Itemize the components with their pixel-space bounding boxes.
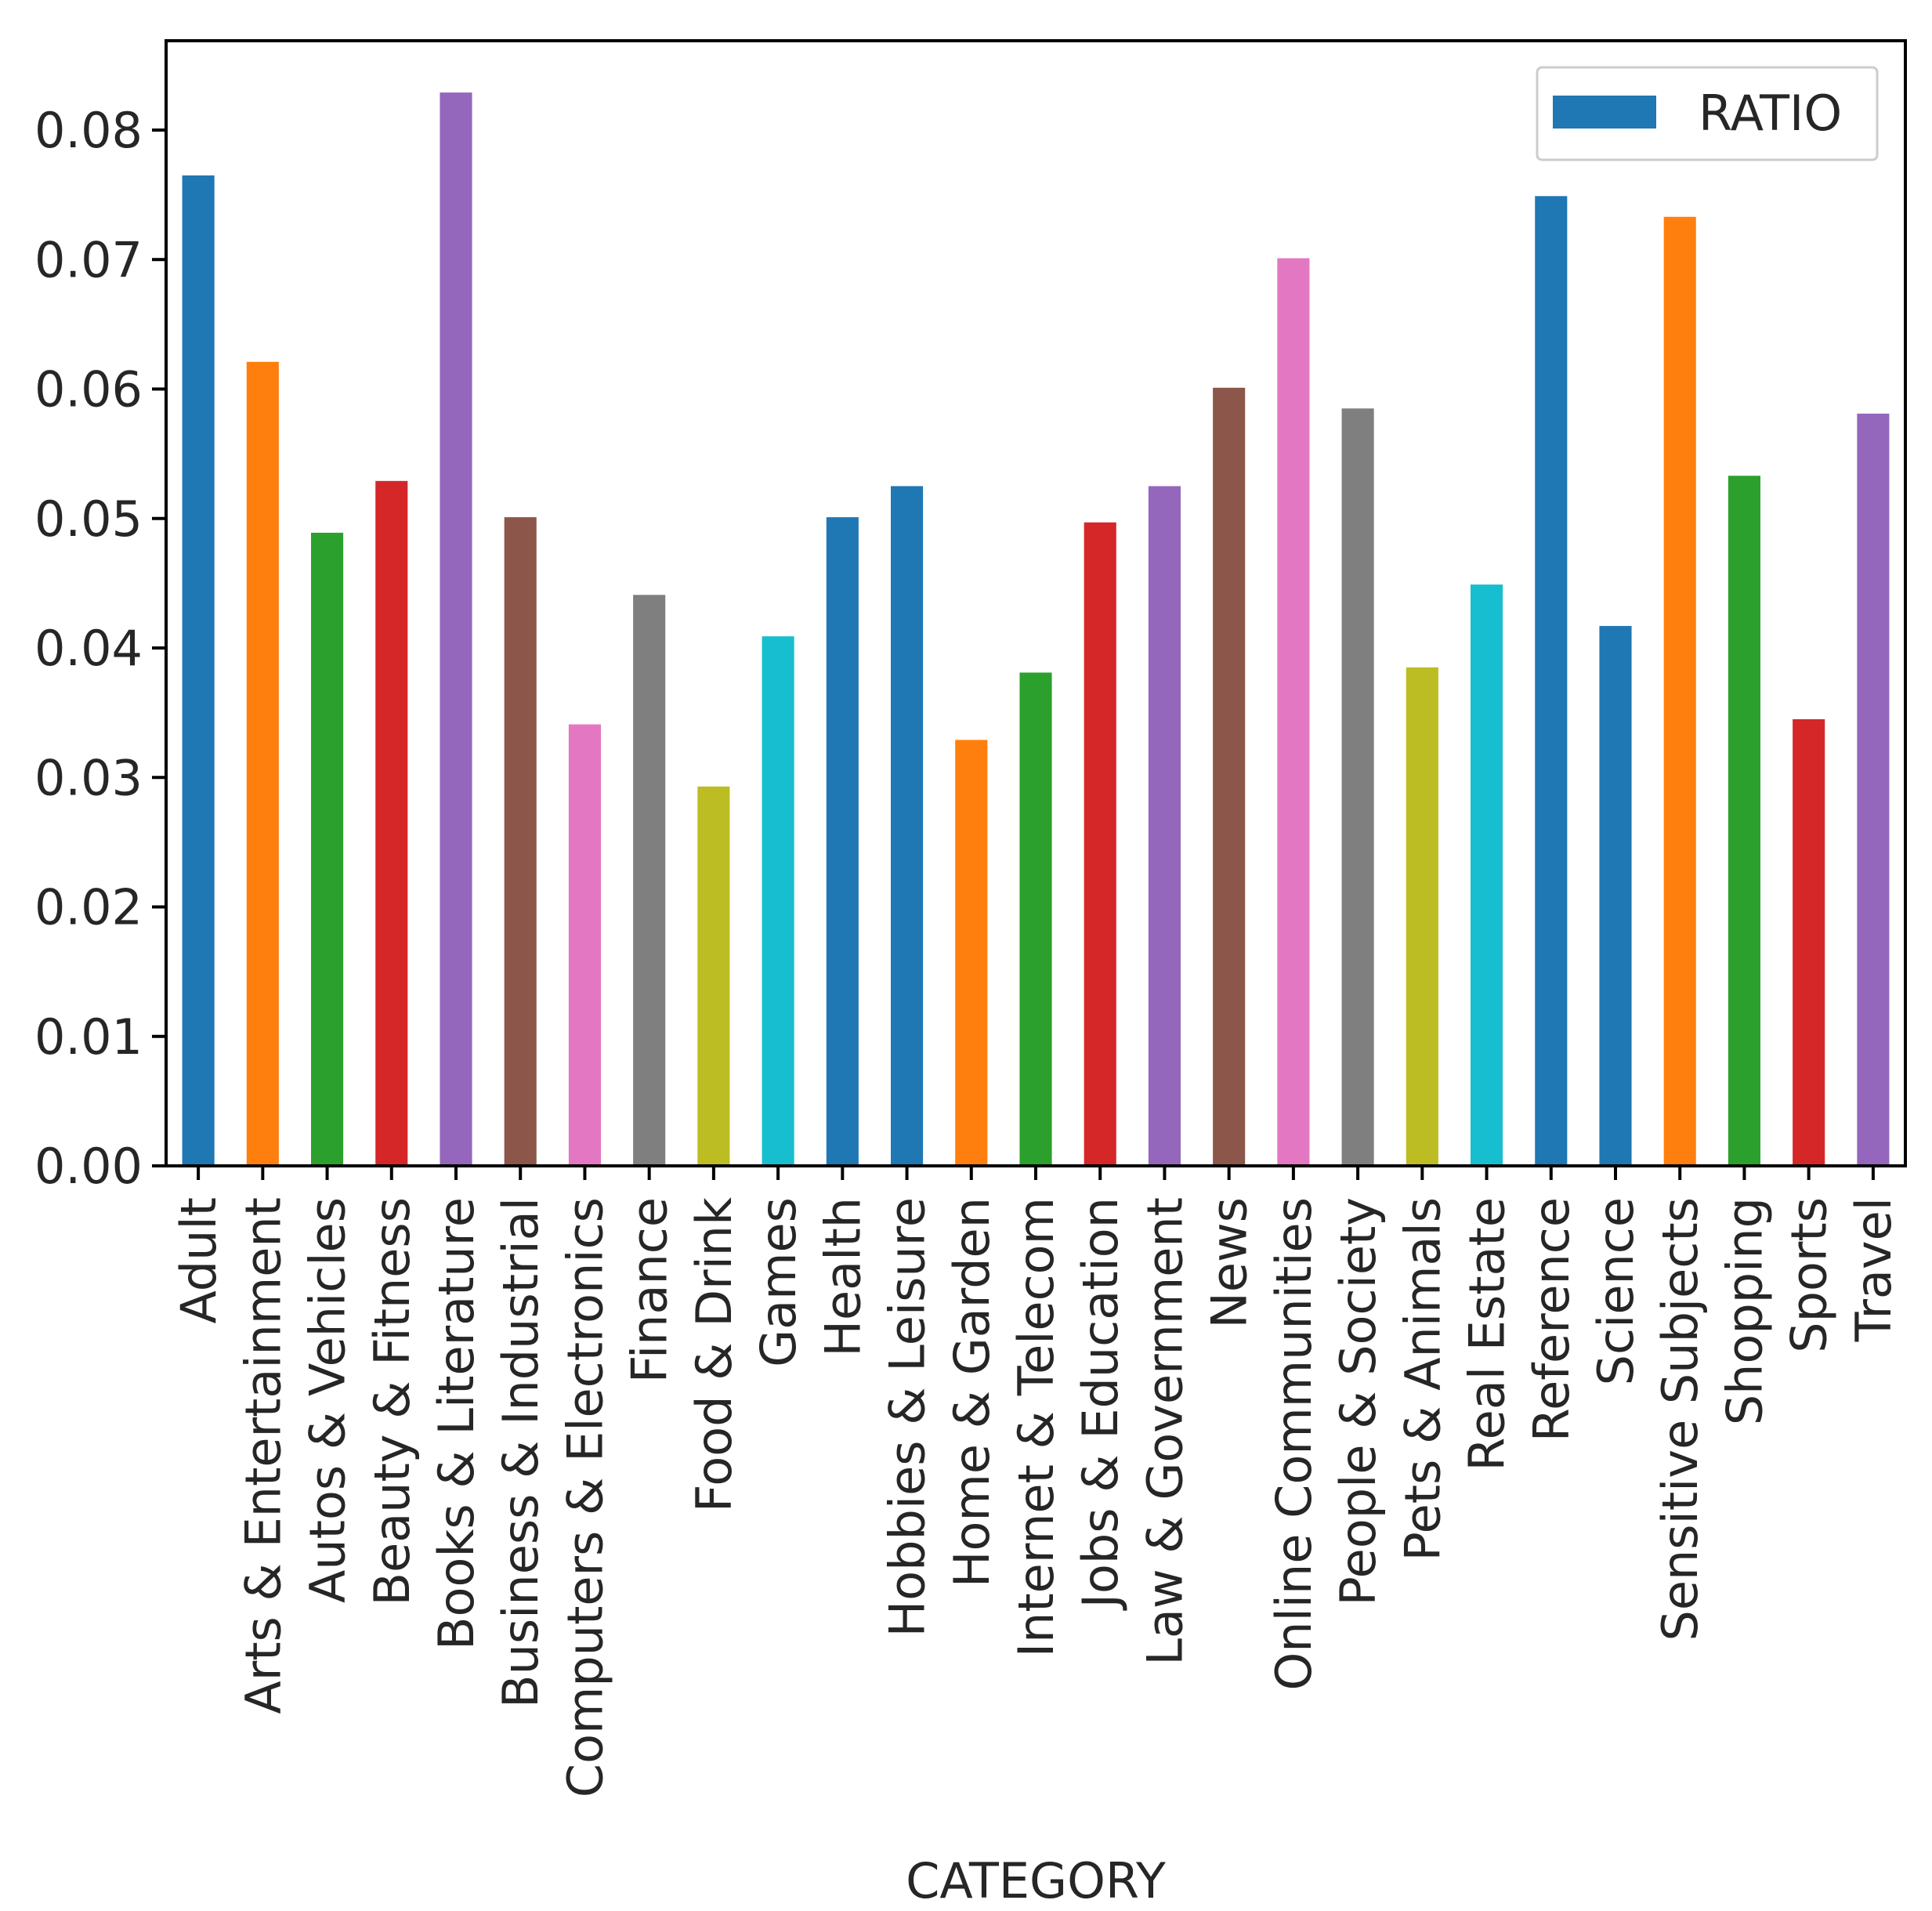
- bar-pets-animals: [1406, 667, 1438, 1166]
- legend: RATIO: [1536, 66, 1879, 161]
- legend-swatch: [1553, 96, 1656, 128]
- x-axis-label: CATEGORY: [906, 1852, 1166, 1909]
- bar-health: [826, 517, 859, 1166]
- y-tick-label: 0.03: [34, 749, 143, 806]
- y-axis: 0.00 0.01 0.02 0.03 0.04 0.05 0.06 0.07 0.08: [34, 102, 166, 1195]
- x-tick-label: Games: [750, 1197, 807, 1367]
- bar-jobs-education: [1084, 522, 1116, 1166]
- x-tick-label: Adult: [170, 1197, 227, 1324]
- y-tick-label: 0.05: [34, 490, 143, 548]
- x-tick-label: Food & Drink: [686, 1197, 743, 1512]
- y-tick-label: 0.07: [34, 231, 143, 288]
- bar-real-estate: [1471, 585, 1503, 1166]
- x-tick-label: Travel: [1845, 1197, 1902, 1342]
- x-tick-label: Internet & Telecom: [1008, 1197, 1065, 1657]
- legend-box: [1536, 66, 1879, 161]
- x-tick-label: Business & Industrial: [492, 1197, 549, 1708]
- x-tick-label: Law & Government: [1136, 1197, 1193, 1666]
- bar-home-garden: [955, 740, 988, 1166]
- x-tick-label: Finance: [621, 1197, 678, 1383]
- x-tick-label: Shopping: [1716, 1197, 1773, 1425]
- y-tick-label: 0.00: [34, 1138, 143, 1195]
- bar-adult: [182, 175, 215, 1166]
- y-tick-label: 0.06: [34, 361, 143, 418]
- bar-travel: [1857, 413, 1890, 1166]
- bar-autos-vehicles: [311, 532, 344, 1166]
- bar-arts-entertainment: [246, 361, 279, 1166]
- x-axis: Adult Arts & Entertainment Autos & Vehicle…: [170, 1166, 1902, 1797]
- x-tick-label: Hobbies & Leisure: [879, 1197, 936, 1637]
- bar-business-industrial: [504, 517, 537, 1166]
- bar-sensitive-subjects: [1663, 216, 1696, 1167]
- bar-books-literature: [440, 92, 472, 1166]
- plot-frame: [165, 39, 1907, 1167]
- bar-internet-telecom: [1019, 672, 1052, 1166]
- x-tick-label: Pets & Animals: [1394, 1197, 1451, 1562]
- x-tick-label: Home & Garden: [943, 1197, 1000, 1587]
- bar-finance: [633, 595, 666, 1166]
- x-tick-label: Online Communities: [1265, 1197, 1322, 1691]
- legend-label: RATIO: [1699, 85, 1842, 142]
- x-tick-label: Reference: [1523, 1197, 1580, 1442]
- bar-hobbies-leisure: [891, 486, 924, 1166]
- x-tick-label: Autos & Vehicles: [299, 1197, 356, 1603]
- x-tick-label: Arts & Entertainment: [234, 1197, 291, 1714]
- x-tick-label: Books & Literature: [428, 1197, 485, 1650]
- x-tick-label: Computers & Electronics: [556, 1197, 613, 1797]
- bar-shopping: [1728, 476, 1760, 1166]
- x-tick-label: Science: [1587, 1197, 1644, 1385]
- bar-games: [762, 636, 794, 1166]
- y-tick-label: 0.01: [34, 1008, 143, 1066]
- bar-sports: [1793, 718, 1825, 1166]
- bar-reference: [1535, 196, 1568, 1167]
- y-tick-label: 0.08: [34, 102, 143, 159]
- bar-computers-electronics: [568, 724, 601, 1166]
- x-tick-label: Health: [814, 1197, 871, 1357]
- x-tick-label: News: [1201, 1197, 1258, 1329]
- bar-beauty-fitness: [375, 480, 408, 1166]
- bar-law-government: [1148, 486, 1181, 1166]
- x-tick-label: Jobs & Education: [1072, 1197, 1129, 1611]
- bar-food-drink: [697, 786, 730, 1166]
- bar-online-communities: [1277, 258, 1310, 1166]
- x-tick-label: Sports: [1781, 1197, 1838, 1353]
- x-tick-label: Beauty & Fitness: [364, 1197, 421, 1605]
- x-tick-label: Sensitive Subjects: [1652, 1197, 1709, 1641]
- bar-people-society: [1341, 408, 1374, 1166]
- bars-layer: [182, 92, 1890, 1167]
- bar-science: [1599, 625, 1632, 1166]
- y-tick-label: 0.02: [34, 879, 143, 936]
- x-tick-label: Real Estate: [1459, 1197, 1516, 1471]
- y-tick-label: 0.04: [34, 620, 143, 677]
- x-tick-label: People & Society: [1330, 1197, 1387, 1606]
- bar-news: [1213, 387, 1246, 1167]
